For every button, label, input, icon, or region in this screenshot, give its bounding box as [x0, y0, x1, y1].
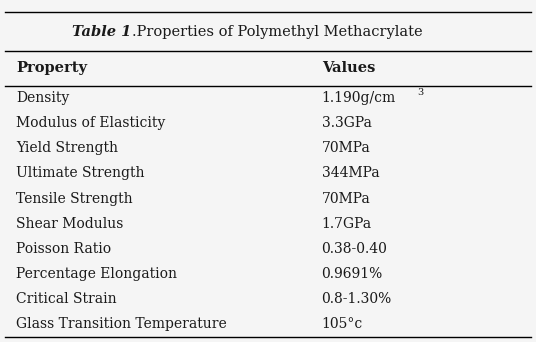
- Text: Density: Density: [16, 91, 69, 105]
- Text: 1.190g/cm: 1.190g/cm: [322, 91, 396, 105]
- Text: Critical Strain: Critical Strain: [16, 292, 117, 306]
- Text: Values: Values: [322, 62, 375, 75]
- Text: Tensile Strength: Tensile Strength: [16, 192, 133, 206]
- Text: 3.3GPa: 3.3GPa: [322, 116, 371, 130]
- Text: 1.7GPa: 1.7GPa: [322, 217, 372, 231]
- Text: 0.9691%: 0.9691%: [322, 267, 383, 281]
- Text: Glass Transition Temperature: Glass Transition Temperature: [16, 317, 227, 331]
- Text: Modulus of Elasticity: Modulus of Elasticity: [16, 116, 165, 130]
- Text: 0.8-1.30%: 0.8-1.30%: [322, 292, 392, 306]
- Text: 0.38-0.40: 0.38-0.40: [322, 242, 388, 256]
- Text: Table 1: Table 1: [72, 25, 131, 39]
- Text: 344MPa: 344MPa: [322, 167, 379, 181]
- Text: 3: 3: [418, 88, 423, 97]
- Text: Poisson Ratio: Poisson Ratio: [16, 242, 111, 256]
- Text: .Properties of Polymethyl Methacrylate: .Properties of Polymethyl Methacrylate: [132, 25, 423, 39]
- Text: 70MPa: 70MPa: [322, 141, 370, 155]
- Text: Yield Strength: Yield Strength: [16, 141, 118, 155]
- Text: Property: Property: [16, 62, 87, 75]
- Text: Ultimate Strength: Ultimate Strength: [16, 167, 145, 181]
- Text: Percentage Elongation: Percentage Elongation: [16, 267, 177, 281]
- Text: 105°c: 105°c: [322, 317, 363, 331]
- Text: 70MPa: 70MPa: [322, 192, 370, 206]
- Text: Shear Modulus: Shear Modulus: [16, 217, 123, 231]
